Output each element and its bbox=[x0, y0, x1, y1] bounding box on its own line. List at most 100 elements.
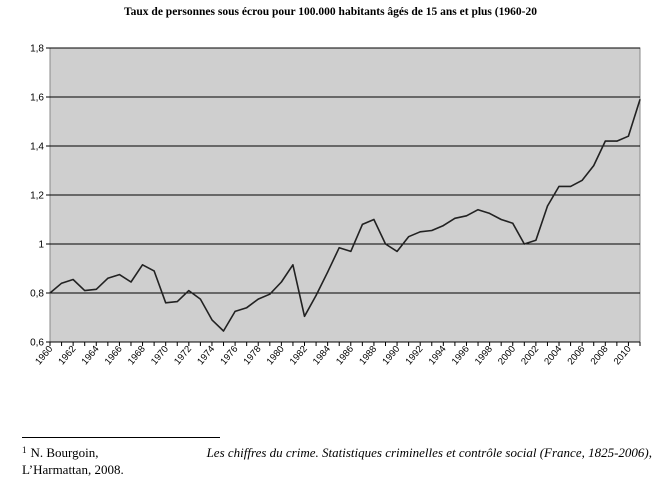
data-point bbox=[222, 330, 225, 332]
x-tick-label: 2008 bbox=[589, 344, 611, 367]
footnote-separator bbox=[22, 437, 220, 438]
data-point bbox=[627, 135, 630, 137]
data-point bbox=[546, 205, 549, 207]
data-point bbox=[477, 209, 479, 211]
x-tick-label: 2006 bbox=[565, 344, 587, 367]
data-point bbox=[431, 229, 433, 232]
data-point bbox=[384, 243, 387, 245]
data-point bbox=[327, 271, 329, 273]
data-point bbox=[338, 247, 340, 249]
x-tick-label: 1964 bbox=[80, 344, 102, 367]
footnote-author-block: 1 N. Bourgoin, bbox=[22, 444, 99, 461]
data-point bbox=[489, 212, 491, 214]
data-point bbox=[396, 250, 398, 252]
x-tick-label: 1986 bbox=[334, 344, 356, 367]
y-tick-label: 0,6 bbox=[30, 338, 44, 349]
x-tick-label: 1980 bbox=[265, 344, 287, 367]
data-point bbox=[373, 218, 375, 221]
x-tick-label: 2010 bbox=[612, 344, 634, 367]
data-point bbox=[188, 289, 190, 292]
data-point bbox=[303, 315, 306, 317]
x-tick-label: 1970 bbox=[149, 344, 171, 367]
data-point bbox=[315, 294, 317, 297]
y-tick-label: 1 bbox=[38, 240, 44, 251]
chart-title: Taux de personnes sous écrou pour 100.00… bbox=[124, 6, 537, 18]
x-tick-label: 1962 bbox=[56, 344, 78, 367]
data-point bbox=[593, 165, 595, 167]
footnote-publisher: L’Harmattan, 2008. bbox=[22, 462, 124, 477]
x-tick-label: 1978 bbox=[242, 344, 264, 367]
x-tick-label: 1988 bbox=[357, 344, 379, 367]
data-point bbox=[569, 185, 572, 188]
series-line bbox=[49, 99, 641, 332]
data-point bbox=[141, 264, 144, 266]
footnote: 1 N. Bourgoin, Les chiffres du crime. Sta… bbox=[22, 444, 652, 478]
x-tick-label: 1974 bbox=[195, 344, 217, 367]
data-point bbox=[199, 298, 201, 300]
x-tick-label: 1992 bbox=[403, 344, 425, 367]
x-axis-ticks: 1960 1962 1964 1966 1968 1970 1972 1974 1976 1978… bbox=[33, 341, 641, 367]
data-point bbox=[535, 239, 537, 241]
footnote-title-block: Les chiffres du crime. Statistiques crim… bbox=[207, 444, 652, 461]
y-tick-label: 1,4 bbox=[30, 142, 44, 153]
data-point bbox=[153, 270, 155, 272]
data-point bbox=[84, 289, 86, 292]
data-point bbox=[269, 293, 271, 295]
data-point bbox=[211, 319, 213, 321]
data-point bbox=[130, 281, 132, 283]
data-point bbox=[165, 302, 167, 304]
data-point bbox=[95, 288, 97, 290]
data-point bbox=[639, 98, 641, 101]
y-axis-ticks: 0,6 0,8 1 1,2 1,4 1,6 1,8 bbox=[30, 44, 50, 349]
footnote-book-title: Les chiffres du crime. Statistiques crim… bbox=[206, 445, 649, 460]
data-point bbox=[616, 140, 618, 142]
x-tick-label: 1996 bbox=[450, 344, 472, 367]
y-tick-label: 1,8 bbox=[30, 44, 44, 55]
x-tick-label: 1994 bbox=[427, 344, 449, 367]
x-tick-label: 1972 bbox=[172, 344, 194, 367]
data-point bbox=[454, 217, 456, 219]
data-point bbox=[107, 277, 109, 279]
line-chart: 0,6 0,8 1 1,2 1,4 1,6 1,8 1960 1962 1964 1966 1968… bbox=[30, 44, 641, 367]
x-tick-label: 2004 bbox=[542, 344, 564, 367]
data-point bbox=[500, 218, 502, 221]
y-tick-label: 0,8 bbox=[30, 289, 44, 300]
x-tick-label: 1998 bbox=[473, 344, 495, 367]
x-tick-label: 1966 bbox=[103, 344, 125, 367]
footnote-marker: 1 bbox=[22, 445, 27, 455]
data-point bbox=[442, 225, 444, 227]
data-point bbox=[234, 310, 236, 312]
x-tick-label: 1976 bbox=[218, 344, 240, 367]
x-tick-label: 2000 bbox=[496, 344, 518, 367]
x-tick-label: 1968 bbox=[126, 344, 148, 367]
data-point bbox=[523, 243, 525, 245]
data-point bbox=[118, 274, 121, 276]
x-tick-label: 1982 bbox=[288, 344, 310, 367]
series-layer bbox=[49, 98, 641, 332]
data-point bbox=[72, 278, 74, 281]
x-tick-label: 1984 bbox=[311, 344, 333, 367]
data-point bbox=[512, 222, 514, 224]
data-point bbox=[60, 282, 63, 284]
footnote-comma: , bbox=[648, 445, 652, 460]
footnote-author: N. Bourgoin, bbox=[30, 445, 99, 460]
data-point bbox=[280, 281, 282, 283]
data-point bbox=[246, 307, 248, 309]
data-point bbox=[581, 179, 583, 181]
data-point bbox=[49, 292, 51, 294]
y-tick-label: 1,6 bbox=[30, 93, 44, 104]
data-point bbox=[408, 236, 410, 238]
data-point bbox=[257, 298, 259, 300]
data-point bbox=[350, 250, 352, 252]
data-point bbox=[361, 223, 363, 225]
data-point bbox=[558, 185, 560, 188]
data-point bbox=[604, 140, 606, 142]
data-point bbox=[465, 215, 468, 217]
x-tick-label: 1990 bbox=[380, 344, 402, 367]
footnote-line-1: 1 N. Bourgoin, Les chiffres du crime. Sta… bbox=[22, 444, 652, 461]
data-point bbox=[176, 300, 178, 303]
x-tick-label: 2002 bbox=[519, 344, 541, 367]
data-point bbox=[292, 264, 294, 266]
data-point bbox=[419, 231, 421, 233]
y-tick-label: 1,2 bbox=[30, 191, 44, 202]
